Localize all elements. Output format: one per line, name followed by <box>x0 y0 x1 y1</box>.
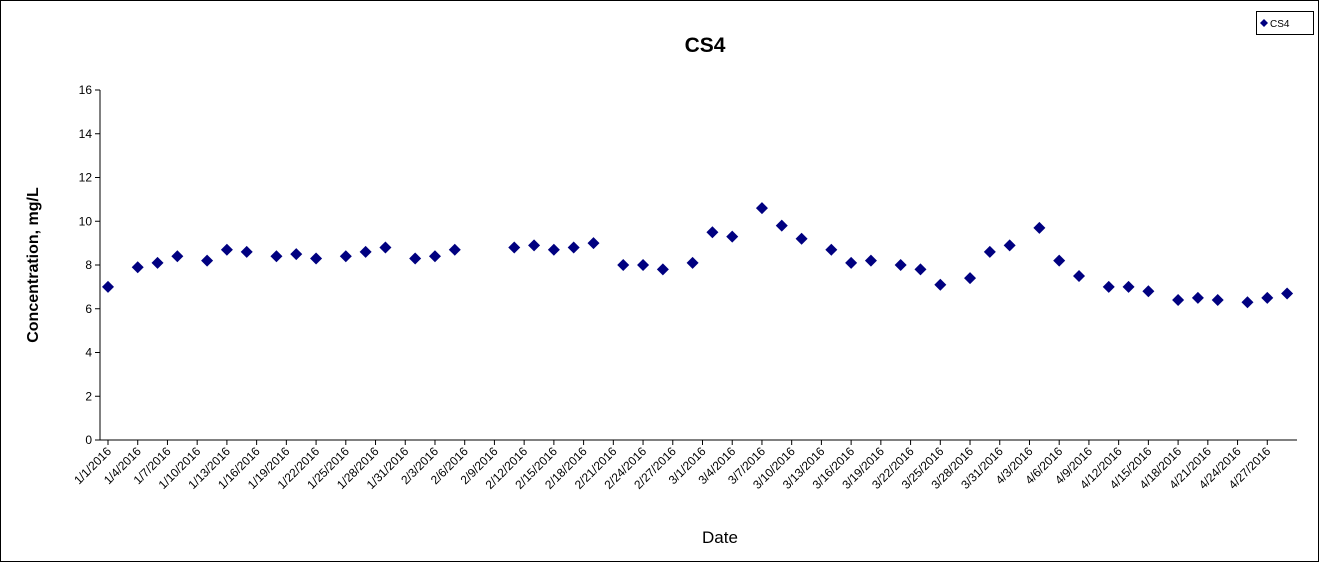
y-tick-label: 14 <box>79 127 93 141</box>
marker <box>1142 285 1155 298</box>
marker <box>1211 294 1224 306</box>
y-tick-label: 0 <box>85 433 92 447</box>
y-tick-label: 4 <box>85 346 92 360</box>
y-tick-label: 16 <box>79 83 93 97</box>
legend-box <box>1256 11 1314 35</box>
marker <box>755 202 768 215</box>
marker <box>983 245 996 258</box>
y-tick-label: 2 <box>85 389 92 403</box>
marker <box>290 248 303 261</box>
marker <box>845 256 858 269</box>
marker <box>1191 291 1204 304</box>
marker <box>686 256 699 269</box>
marker <box>914 263 927 276</box>
marker <box>448 243 461 256</box>
legend-marker <box>1260 19 1268 27</box>
marker <box>508 241 521 254</box>
marker <box>795 232 808 245</box>
marker <box>656 263 669 276</box>
marker <box>617 259 630 271</box>
marker <box>379 241 392 254</box>
marker <box>409 252 422 265</box>
marker <box>220 243 233 256</box>
marker <box>240 245 253 258</box>
marker <box>528 239 541 252</box>
marker <box>1281 287 1294 300</box>
marker <box>131 261 144 274</box>
marker <box>775 219 788 232</box>
marker <box>1261 291 1274 304</box>
marker <box>171 250 184 263</box>
y-tick-label: 6 <box>85 302 92 316</box>
marker <box>1033 221 1046 234</box>
marker <box>894 259 907 271</box>
marker <box>428 250 441 263</box>
legend-label: CS4 <box>1270 19 1290 30</box>
marker <box>864 254 877 267</box>
marker <box>637 259 650 271</box>
y-axis-label: Concentration, mg/L <box>25 187 42 343</box>
marker <box>1053 254 1066 267</box>
y-tick-label: 10 <box>79 214 93 228</box>
chart-title: CS4 <box>685 34 726 57</box>
marker <box>1102 280 1115 293</box>
marker <box>359 245 372 258</box>
marker <box>964 272 977 285</box>
marker <box>1172 294 1185 306</box>
marker <box>1122 280 1135 293</box>
marker <box>339 250 352 263</box>
marker <box>567 241 580 254</box>
marker <box>151 256 164 269</box>
marker <box>1003 239 1016 252</box>
marker <box>726 230 739 243</box>
marker <box>1073 269 1086 282</box>
marker <box>587 237 600 250</box>
x-axis-label: Date <box>702 528 738 547</box>
marker <box>934 278 947 291</box>
marker <box>706 226 719 239</box>
marker <box>310 252 323 265</box>
marker <box>270 250 283 263</box>
y-tick-label: 8 <box>85 258 92 272</box>
y-tick-label: 12 <box>79 171 93 185</box>
marker <box>201 254 214 267</box>
marker <box>825 243 838 256</box>
marker <box>1241 296 1254 309</box>
marker <box>102 280 114 293</box>
marker <box>547 243 560 256</box>
